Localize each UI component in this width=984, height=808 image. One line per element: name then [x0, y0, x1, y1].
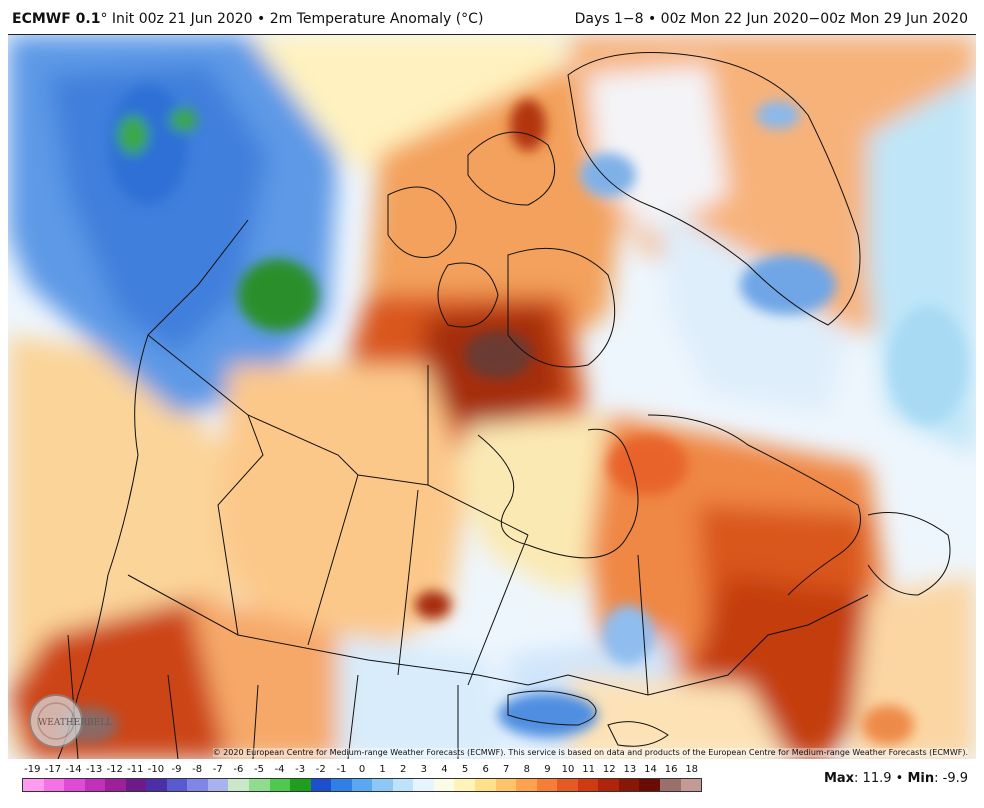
- colorbar-label: -17: [44, 764, 62, 775]
- colorbar-label: 9: [544, 764, 551, 775]
- colorbar-swatch: [618, 779, 640, 791]
- colorbar-swatch: [351, 779, 373, 791]
- ontario-quebec-border: [637, 554, 649, 696]
- min-value: : -9.9: [934, 771, 968, 786]
- colorbar-swatch: [331, 779, 352, 791]
- colorbar-swatch: [269, 779, 291, 791]
- colorbar-swatch: [125, 779, 147, 791]
- colorbar-label: 14: [644, 764, 657, 775]
- colorbar-swatch: [433, 779, 455, 791]
- boundaries: [57, 52, 951, 759]
- colorbar-swatch: [475, 779, 496, 791]
- colorbar-label: -13: [85, 764, 103, 775]
- alaska-border: [147, 219, 249, 336]
- canada-us-border: [127, 574, 869, 696]
- min-label: Min: [907, 771, 935, 786]
- colorbar-label: 8: [523, 764, 531, 775]
- colorbar: -19 -17 -14 -13 -12 -11 -10 -9 -8 -7 -6 -5 -4 -3 -2 -1 0…: [18, 762, 708, 802]
- colorbar-swatch: [166, 779, 188, 791]
- anomaly-accents: [58, 85, 968, 745]
- colorbar-label: -5: [253, 764, 264, 775]
- colorbar-label: -9: [171, 764, 182, 775]
- colorbar-swatches: [22, 778, 702, 792]
- colorbar-swatch: [105, 779, 126, 791]
- colorbar-swatch: [577, 779, 599, 791]
- colorbar-label: 0: [358, 764, 366, 775]
- colorbar-label: 13: [623, 764, 637, 775]
- colorbar-swatch: [659, 779, 681, 791]
- colorbar-label: -2: [315, 764, 326, 775]
- max-value: : 11.9: [854, 771, 892, 786]
- colorbar-label: 10: [561, 764, 575, 775]
- colorbar-labels: -19 -17 -14 -13 -12 -11 -10 -9 -8 -7 -6 -5 -4 -3 -2 -1 0…: [18, 764, 708, 778]
- colorbar-label: -19: [24, 764, 41, 775]
- stats-separator: •: [891, 771, 908, 786]
- colorbar-swatch: [516, 779, 537, 791]
- colorbar-label: -11: [127, 764, 144, 775]
- colorbar-label: 7: [503, 764, 510, 775]
- bc-alberta-border: [217, 414, 264, 636]
- sask-manitoba-border: [397, 489, 419, 676]
- model-name: ECMWF 0.1: [12, 11, 101, 27]
- colorbar-label: 16: [664, 764, 678, 775]
- colorbar-swatch: [680, 779, 702, 791]
- alberta-sask-border: [307, 474, 359, 646]
- init-text: ° Init 00z 21 Jun 2020 • 2m Temperature …: [100, 11, 484, 27]
- copyright-notice: © 2020 European Centre for Medium-range …: [212, 748, 968, 757]
- colorbar-label: -12: [106, 764, 123, 775]
- colorbar-swatch: [413, 779, 434, 791]
- colorbar-label: -3: [295, 764, 306, 775]
- max-label: Max: [823, 771, 855, 786]
- colorbar-swatch: [454, 779, 476, 791]
- colorbar-label: -7: [212, 764, 223, 775]
- colorbar-label: 11: [582, 764, 596, 775]
- colorbar-swatch: [64, 779, 85, 791]
- watermark-text: WEATHERBELL: [38, 718, 112, 728]
- colorbar-swatch: [310, 779, 332, 791]
- colorbar-label: 3: [420, 764, 427, 775]
- colorbar-label: -1: [336, 764, 347, 775]
- colorbar-label: -4: [274, 764, 285, 775]
- colorbar-label: 6: [482, 764, 489, 775]
- colorbar-swatch: [372, 779, 393, 791]
- colorbar-swatch: [249, 779, 270, 791]
- colorbar-label: 18: [685, 764, 699, 775]
- colorbar-label: -8: [192, 764, 203, 775]
- colorbar-swatch: [495, 779, 517, 791]
- colorbar-label: 4: [441, 764, 448, 775]
- manitoba-ontario-border: [467, 534, 529, 686]
- colorbar-swatch: [84, 779, 106, 791]
- weatherbell-logo: WEATHERBELL: [29, 694, 112, 748]
- colorbar-swatch: [146, 779, 167, 791]
- colorbar-label: -10: [147, 764, 165, 775]
- colorbar-swatch: [598, 779, 619, 791]
- valid-period: Days 1−8 • 00z Mon 22 Jun 2020−00z Mon 2…: [574, 11, 968, 27]
- colorbar-swatch: [557, 779, 578, 791]
- colorbar-label: 1: [379, 764, 386, 775]
- colorbar-swatch: [23, 779, 44, 791]
- colorbar-label: -14: [65, 764, 82, 775]
- territory-border: [147, 334, 529, 536]
- anomaly-map: WEATHERBELL © 2020 European Centre for M…: [8, 34, 976, 759]
- colorbar-label: -6: [233, 764, 244, 775]
- colorbar-label: 12: [602, 764, 616, 775]
- colorbar-swatch: [290, 779, 311, 791]
- colorbar-swatch: [392, 779, 414, 791]
- colorbar-swatch: [207, 779, 229, 791]
- max-min-stats: Max: 11.9 • Min: -9.9: [824, 771, 968, 786]
- colorbar-swatch: [536, 779, 558, 791]
- map-canvas: WEATHERBELL: [8, 35, 976, 759]
- colorbar-swatch: [228, 779, 250, 791]
- colorbar-swatch: [43, 779, 65, 791]
- map-title: ECMWF 0.1° Init 00z 21 Jun 2020 • 2m Tem…: [12, 11, 483, 27]
- colorbar-label: 2: [400, 764, 407, 775]
- colorbar-swatch: [639, 779, 660, 791]
- colorbar-label: 5: [461, 764, 469, 775]
- colorbar-swatch: [187, 779, 208, 791]
